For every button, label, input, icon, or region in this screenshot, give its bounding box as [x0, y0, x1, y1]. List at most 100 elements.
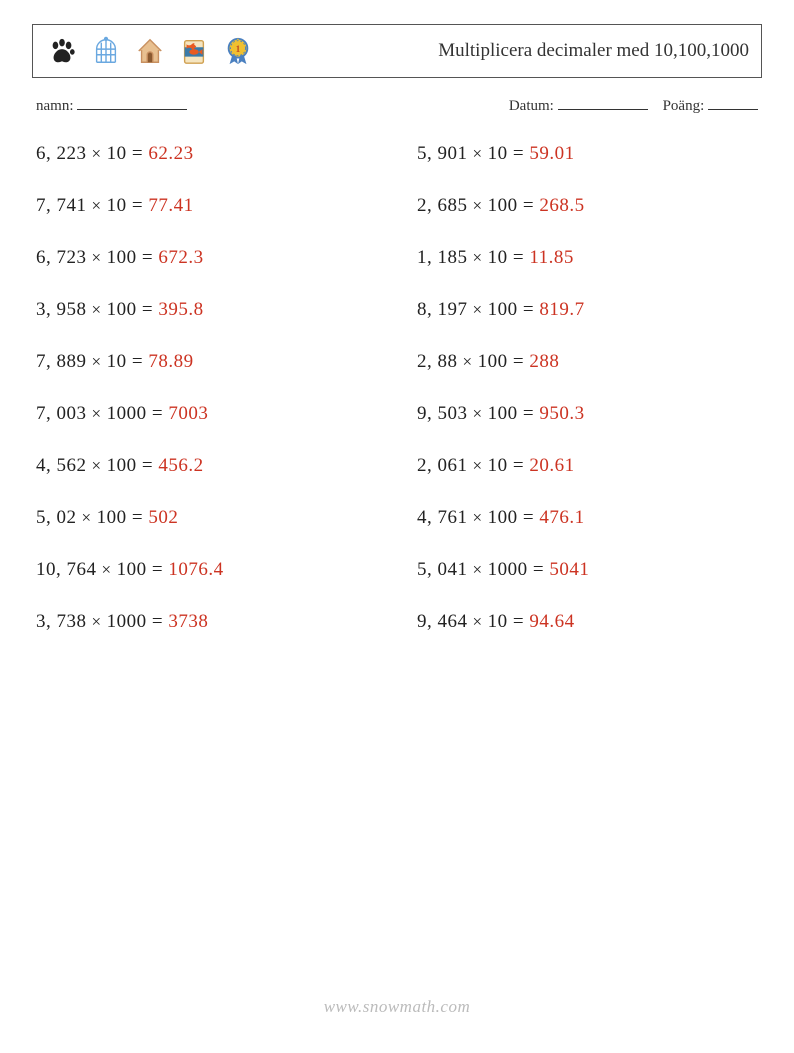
- mult-symbol: ×: [97, 560, 117, 580]
- operand-right: 100: [478, 351, 508, 372]
- answer: 7003: [168, 403, 208, 424]
- problem-row: 5, 901×10 = 59.01: [417, 143, 758, 165]
- operand-left: 6, 223: [36, 143, 87, 164]
- operand-left: 9, 503: [417, 403, 468, 424]
- equals: =: [518, 403, 540, 424]
- operand-left: 2, 685: [417, 195, 468, 216]
- equals: =: [508, 611, 530, 632]
- answer: 59.01: [529, 143, 574, 164]
- equals: =: [127, 351, 149, 372]
- birdcage-icon: [89, 34, 123, 68]
- equals: =: [518, 195, 540, 216]
- operand-left: 4, 761: [417, 507, 468, 528]
- answer: 11.85: [529, 247, 574, 268]
- mult-symbol: ×: [77, 508, 97, 528]
- problem-row: 6, 223×10 = 62.23: [36, 143, 377, 165]
- mult-symbol: ×: [468, 456, 488, 476]
- equals: =: [508, 455, 530, 476]
- operand-right: 1000: [107, 611, 147, 632]
- problem-row: 2, 685×100 = 268.5: [417, 195, 758, 217]
- header-box: 1 Multiplicera decimaler med 10,100,1000: [32, 24, 762, 78]
- equals: =: [147, 611, 169, 632]
- operand-left: 7, 003: [36, 403, 87, 424]
- mult-symbol: ×: [468, 612, 488, 632]
- problem-row: 5, 041×1000 = 5041: [417, 559, 758, 581]
- operand-right: 10: [107, 143, 127, 164]
- problem-row: 9, 464×10 = 94.64: [417, 611, 758, 633]
- operand-right: 100: [97, 507, 127, 528]
- operand-right: 100: [107, 299, 137, 320]
- equals: =: [127, 507, 149, 528]
- equals: =: [137, 455, 159, 476]
- problem-row: 2, 88×100 = 288: [417, 351, 758, 373]
- operand-right: 10: [488, 611, 508, 632]
- problem-row: 4, 562×100 = 456.2: [36, 455, 377, 477]
- date-underline: [558, 96, 648, 110]
- operand-right: 100: [488, 507, 518, 528]
- answer: 20.61: [529, 455, 574, 476]
- answer: 78.89: [148, 351, 193, 372]
- problem-row: 2, 061×10 = 20.61: [417, 455, 758, 477]
- equals: =: [518, 507, 540, 528]
- mult-symbol: ×: [87, 196, 107, 216]
- name-underline: [77, 96, 187, 110]
- answer: 950.3: [539, 403, 584, 424]
- operand-left: 7, 741: [36, 195, 87, 216]
- problem-row: 4, 761×100 = 476.1: [417, 507, 758, 529]
- answer: 77.41: [148, 195, 193, 216]
- problem-row: 1, 185×10 = 11.85: [417, 247, 758, 269]
- mult-symbol: ×: [468, 248, 488, 268]
- score-label: Poäng:: [663, 98, 705, 114]
- operand-left: 7, 889: [36, 351, 87, 372]
- equals: =: [127, 143, 149, 164]
- operand-left: 3, 738: [36, 611, 87, 632]
- mult-symbol: ×: [468, 508, 488, 528]
- operand-right: 100: [488, 195, 518, 216]
- operand-left: 5, 041: [417, 559, 468, 580]
- mult-symbol: ×: [458, 352, 478, 372]
- operand-right: 1000: [488, 559, 528, 580]
- equals: =: [137, 299, 159, 320]
- mult-symbol: ×: [468, 144, 488, 164]
- equals: =: [137, 247, 159, 268]
- problem-row: 7, 003×1000 = 7003: [36, 403, 377, 425]
- mult-symbol: ×: [87, 456, 107, 476]
- mult-symbol: ×: [87, 144, 107, 164]
- mult-symbol: ×: [468, 300, 488, 320]
- operand-right: 100: [107, 455, 137, 476]
- icon-row: 1: [45, 34, 255, 68]
- answer: 1076.4: [168, 559, 223, 580]
- equals: =: [508, 351, 530, 372]
- problem-row: 3, 958×100 = 395.8: [36, 299, 377, 321]
- operand-left: 5, 901: [417, 143, 468, 164]
- problem-row: 9, 503×100 = 950.3: [417, 403, 758, 425]
- mult-symbol: ×: [87, 352, 107, 372]
- answer: 456.2: [158, 455, 203, 476]
- operand-right: 1000: [107, 403, 147, 424]
- answer: 3738: [168, 611, 208, 632]
- mult-symbol: ×: [87, 300, 107, 320]
- operand-left: 6, 723: [36, 247, 87, 268]
- meta-row: namn: Datum: Poäng:: [36, 96, 758, 115]
- problem-row: 5, 02×100 = 502: [36, 507, 377, 529]
- answer: 62.23: [148, 143, 193, 164]
- operand-left: 9, 464: [417, 611, 468, 632]
- operand-right: 100: [117, 559, 147, 580]
- equals: =: [147, 559, 169, 580]
- mult-symbol: ×: [87, 248, 107, 268]
- operand-left: 2, 061: [417, 455, 468, 476]
- operand-left: 8, 197: [417, 299, 468, 320]
- problem-row: 7, 741×10 = 77.41: [36, 195, 377, 217]
- problems-grid: 6, 223×10 = 62.235, 901×10 = 59.017, 741…: [32, 143, 762, 633]
- equals: =: [528, 559, 550, 580]
- operand-right: 100: [107, 247, 137, 268]
- answer: 5041: [549, 559, 589, 580]
- problem-row: 3, 738×1000 = 3738: [36, 611, 377, 633]
- answer: 502: [148, 507, 178, 528]
- mult-symbol: ×: [468, 560, 488, 580]
- score-underline: [708, 96, 758, 110]
- date-score-group: Datum: Poäng:: [509, 96, 758, 115]
- problem-row: 7, 889×10 = 78.89: [36, 351, 377, 373]
- answer: 395.8: [158, 299, 203, 320]
- doghouse-icon: [133, 34, 167, 68]
